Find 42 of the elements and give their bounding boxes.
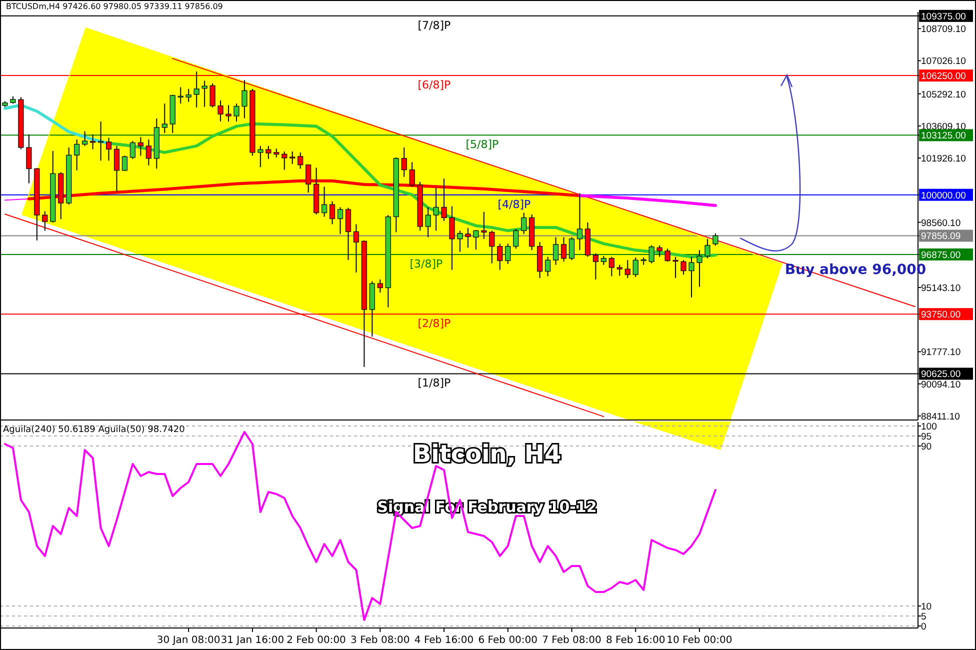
ref-line-label: [3/8]P: [410, 257, 444, 270]
y-tick-label: 108709.10: [921, 24, 966, 36]
x-tick-label: 4 Feb 16:00: [414, 635, 474, 646]
text: Bitcoin, H4: [412, 440, 562, 468]
x-tick-label: 6 Feb 00:00: [478, 635, 538, 646]
y-tick-label: 90: [921, 442, 932, 452]
ref-line-label: [7/8]P: [418, 18, 452, 32]
x-tick-label: 8 Feb 16:00: [606, 635, 666, 646]
x-tick-label: 10 Feb 00:00: [666, 635, 732, 646]
y-tick-label: 101926.10: [921, 154, 966, 165]
x-tick-label: 30 Jan 08:00: [156, 635, 220, 646]
x-tick-label: 31 Jan 16:00: [220, 635, 284, 646]
y-tick-label: 100: [921, 422, 937, 432]
y-tick-label: 90625.00: [921, 369, 961, 380]
x-tick-label: 7 Feb 08:00: [542, 635, 602, 646]
y-tick-label: 5: [921, 612, 926, 622]
y-tick-label: 98560.10: [921, 218, 961, 229]
y-tick-label: 100000.00: [921, 190, 966, 202]
ref-line-label: [4/8]P: [498, 198, 532, 211]
y-tick-label: 91777.10: [921, 347, 961, 358]
y-tick-label: 10: [921, 602, 932, 612]
y-tick-label: 105292.10: [921, 89, 966, 100]
y-tick-label: 96875.00: [921, 250, 961, 261]
x-tick-label: 3 Feb 08:00: [350, 635, 410, 646]
ref-line-label: [5/8]P: [466, 138, 500, 152]
ref-line-label: [2/8]P: [418, 317, 452, 330]
y-tick-label: 107026.10: [921, 56, 966, 68]
y-tick-label: 93750.00: [921, 310, 961, 321]
ref-line-label: [1/8]P: [418, 376, 452, 390]
ref-line-label: [6/8]P: [418, 78, 452, 92]
y-tick-label: 95: [921, 432, 932, 442]
chart-title: BTCUSDm,H4 97426.60 97980.05 97339.11 97856.09: [6, 2, 223, 11]
y-tick-label: 0: [921, 622, 926, 632]
x-tick-label: 2 Feb 00:00: [286, 635, 346, 646]
y-tick-label: 103125.00: [921, 130, 966, 142]
y-tick-label: 90094.10: [921, 379, 961, 390]
y-tick-label: 109375.00: [921, 11, 966, 22]
y-tick-label: 95143.10: [921, 283, 961, 294]
y-tick-label: 88411.10: [921, 411, 960, 422]
y-tick-label: 97856.09: [921, 231, 961, 242]
annotation: Aguila(240) 50.6189 Aguila(50) 98.7420: [3, 425, 186, 435]
y-tick-label: 106250.00: [921, 71, 966, 82]
